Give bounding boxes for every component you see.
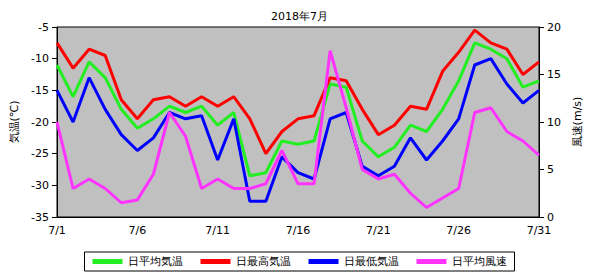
svg-text:風速(m/s): 風速(m/s) (571, 97, 584, 148)
svg-text:日最低気温: 日最低気温 (344, 255, 399, 268)
svg-text:7/21: 7/21 (366, 224, 391, 237)
svg-text:20: 20 (547, 21, 561, 34)
svg-text:7/16: 7/16 (286, 224, 311, 237)
svg-text:-20: -20 (31, 116, 49, 129)
svg-text:7/11: 7/11 (205, 224, 230, 237)
svg-text:7/26: 7/26 (446, 224, 471, 237)
svg-text:5: 5 (547, 163, 554, 176)
svg-text:日平均気温: 日平均気温 (128, 255, 183, 268)
svg-text:日最高気温: 日最高気温 (236, 255, 291, 268)
svg-text:気温(℃): 気温(℃) (8, 101, 21, 144)
svg-text:10: 10 (547, 116, 561, 129)
svg-text:-10: -10 (31, 52, 49, 65)
svg-text:-15: -15 (31, 84, 49, 97)
svg-text:7/31: 7/31 (527, 224, 552, 237)
svg-text:-5: -5 (38, 21, 49, 34)
svg-text:0: 0 (547, 211, 554, 224)
svg-text:7/6: 7/6 (128, 224, 146, 237)
svg-text:-35: -35 (31, 211, 49, 224)
svg-text:2018年7月: 2018年7月 (271, 10, 328, 23)
svg-text:-25: -25 (31, 147, 49, 160)
svg-text:7/1: 7/1 (48, 224, 66, 237)
svg-text:-30: -30 (31, 179, 49, 192)
svg-text:15: 15 (547, 68, 561, 81)
svg-text:日平均風速: 日平均風速 (452, 255, 507, 268)
